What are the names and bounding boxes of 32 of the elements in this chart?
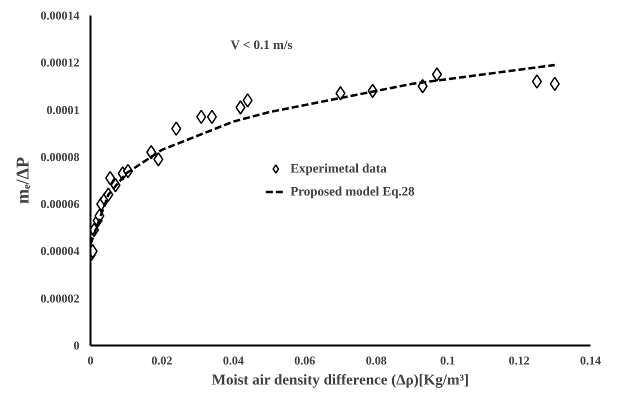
y-tick-label: 0.00008	[40, 150, 80, 164]
point	[171, 121, 182, 136]
x-tick-label: 0.08	[366, 354, 387, 368]
y-tick-label: 0	[74, 338, 80, 352]
x-axis-title: Moist air density difference (Δρ)[Kg/m³]	[212, 372, 469, 388]
x-tick-label: 0.12	[508, 354, 530, 368]
point	[550, 76, 560, 92]
point	[532, 74, 542, 89]
point	[432, 67, 442, 82]
y-tick-label: 0.00002	[40, 291, 80, 306]
y-axis-title: mₑ/ΔP	[12, 157, 32, 204]
y-tick-label: 0.0001	[46, 102, 80, 117]
point	[206, 110, 218, 124]
x-tick-label: 0.02	[151, 354, 172, 368]
x-tick-label: 0.1	[440, 354, 456, 368]
point	[335, 86, 346, 101]
y-tick-label: 0.00014	[40, 8, 80, 22]
point	[242, 93, 253, 108]
annotation: V < 0.1 m/s	[230, 36, 293, 52]
y-tick-label: 0.00006	[40, 197, 80, 212]
x-tick-label: 0.14	[580, 354, 601, 368]
y-tick-label: 0.00012	[40, 56, 80, 70]
point	[153, 152, 164, 167]
point	[105, 170, 116, 186]
x-tick-label: 0.04	[222, 354, 244, 368]
legend-label: Proposed model Eq.28	[290, 184, 415, 200]
x-tick-label: 0	[88, 354, 94, 368]
legend-label: Experimetal data	[290, 160, 387, 176]
point	[235, 100, 246, 115]
x-tick-label: 0.06	[294, 354, 316, 368]
y-tick-label: 0.00004	[40, 244, 80, 258]
point	[196, 110, 206, 124]
